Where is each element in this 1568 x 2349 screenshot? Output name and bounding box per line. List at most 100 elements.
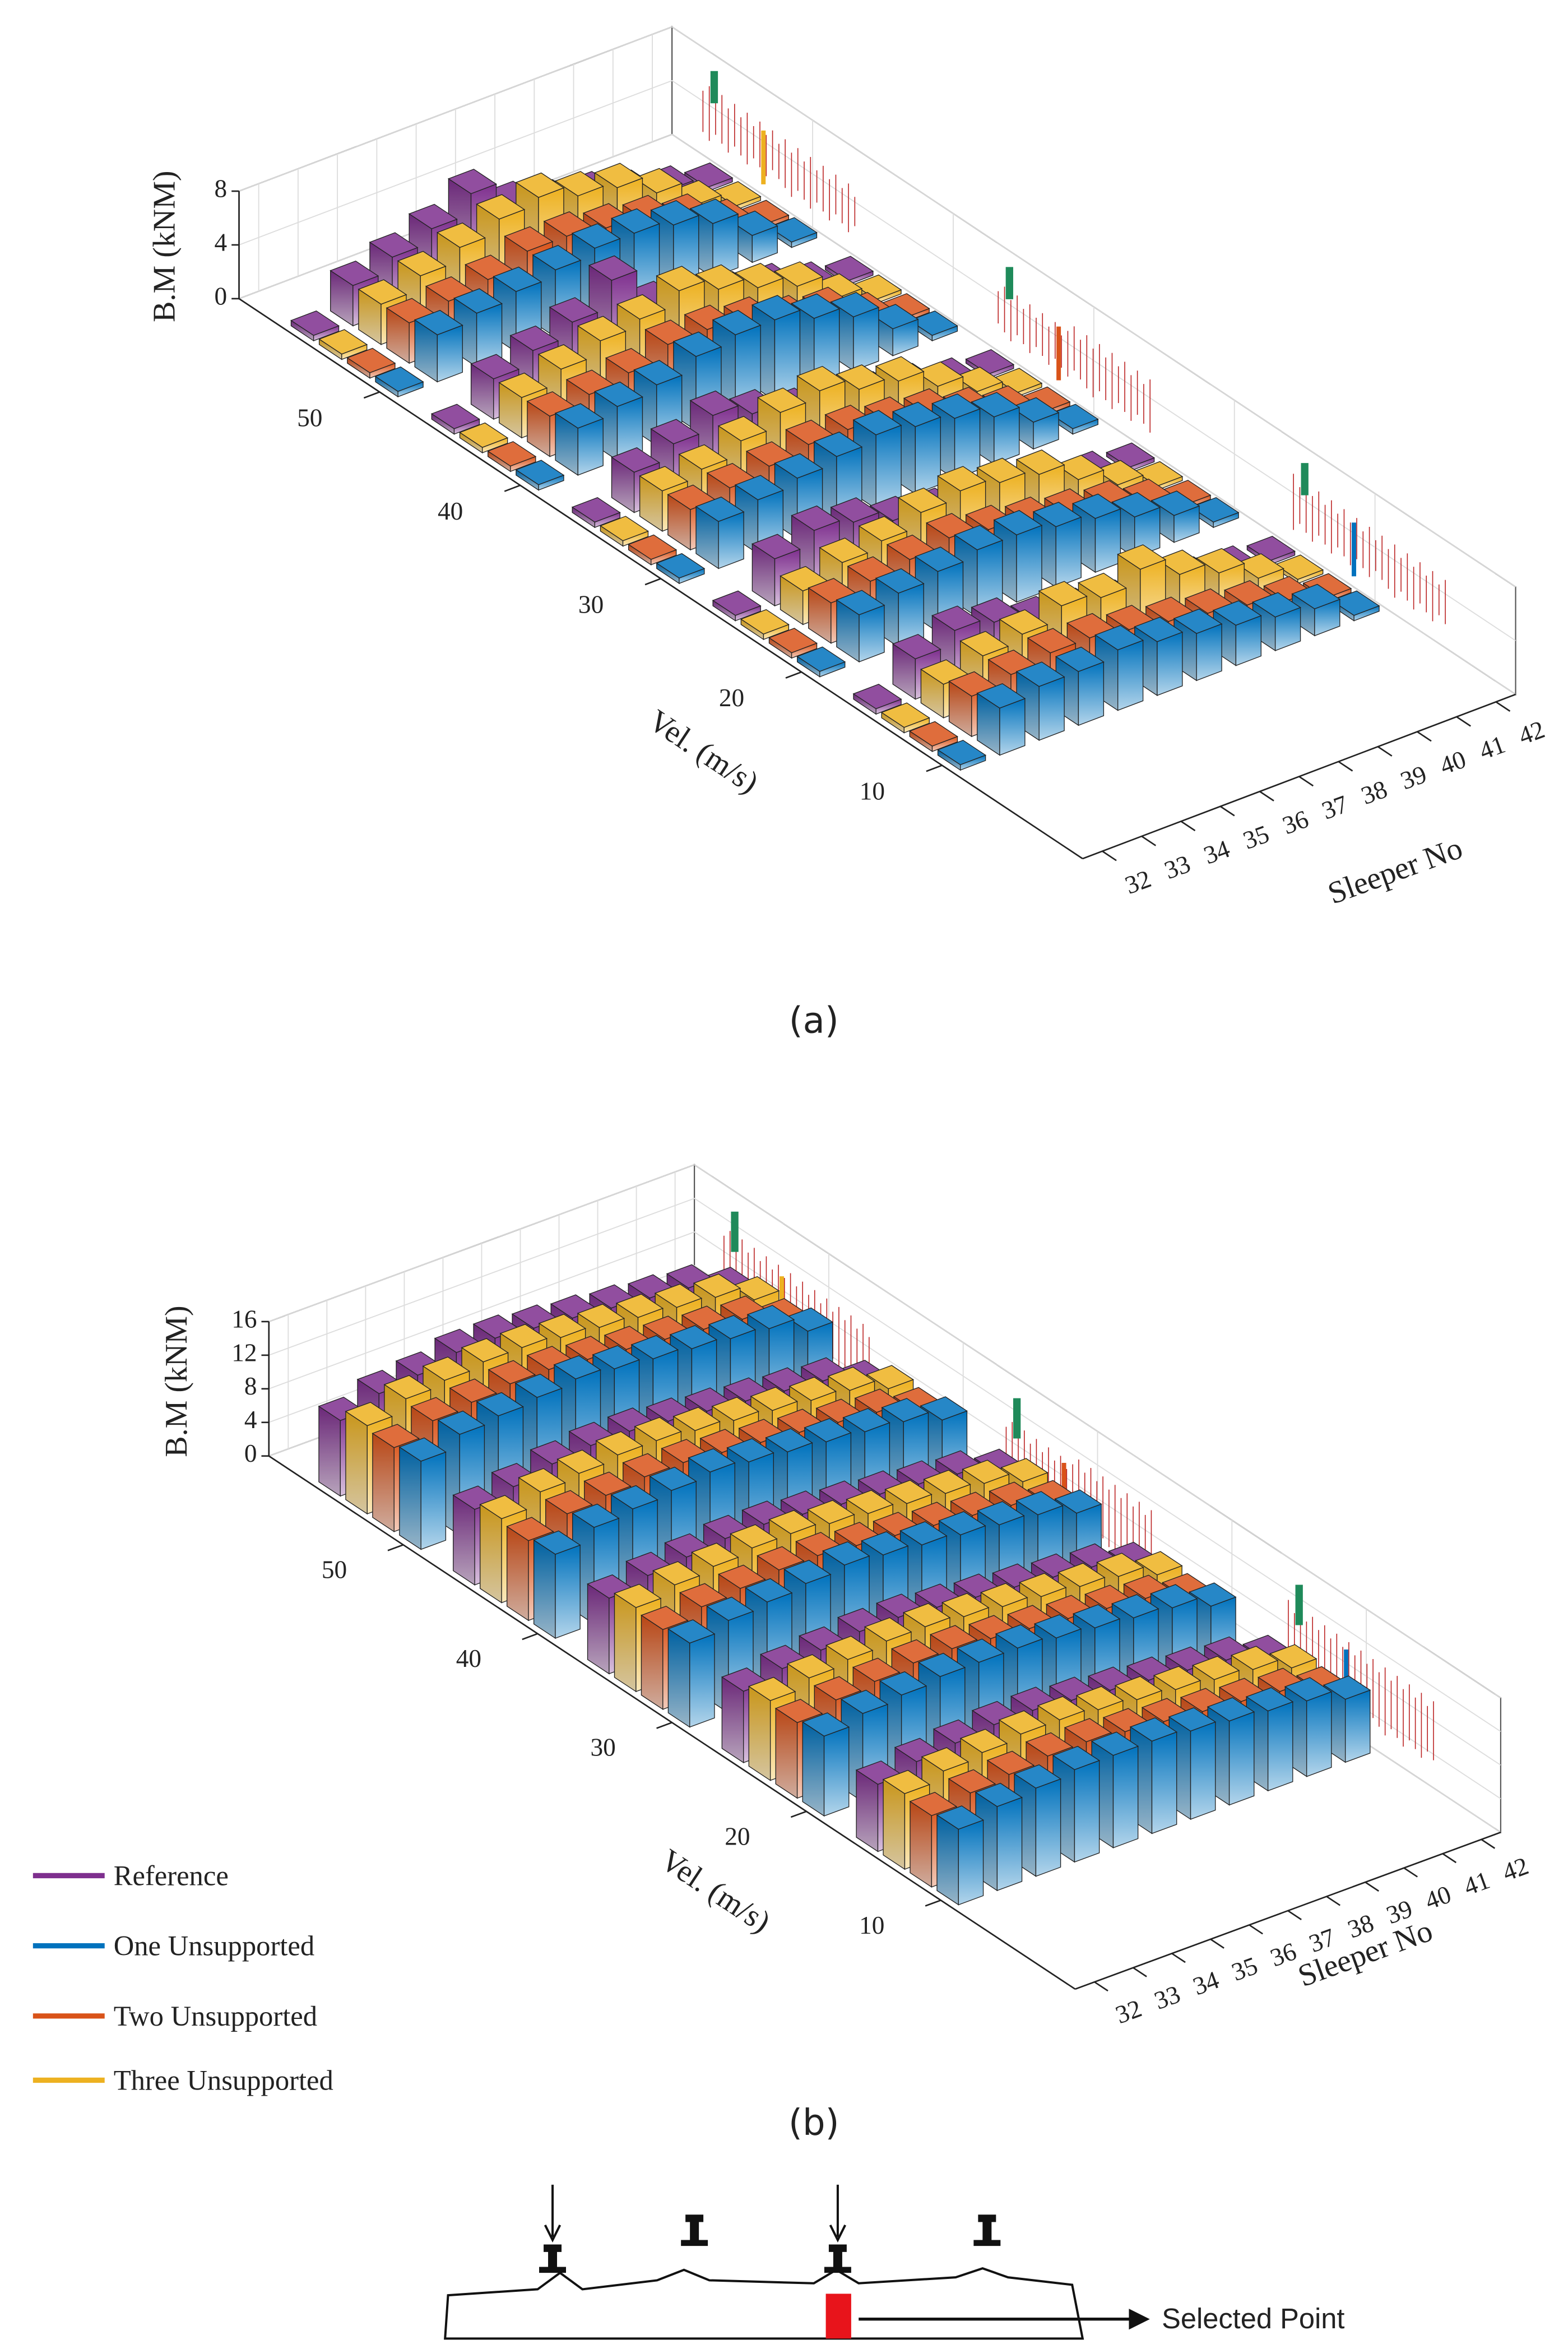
bar-top [595,1431,643,1456]
sleeper-tick-label: 38 [1357,775,1391,810]
bar-top [487,441,537,467]
y-tick-label: 8 [244,1372,257,1400]
legend-label: Three Unsupported [114,2064,333,2096]
y-tick-label: 0 [215,282,228,310]
bar-shade [387,308,410,363]
bar-top [318,329,368,355]
bar-top [633,360,683,386]
bar-top [866,1365,915,1389]
bar-front [1016,525,1042,603]
bar-top [774,453,824,479]
bar [554,403,604,476]
bar-top [824,256,874,281]
bar-shade [776,1708,797,1799]
bar-top [976,457,1026,483]
bar-top [669,1325,718,1350]
bar-top [515,172,565,198]
velocity-axis-label: Vel. (m/s) [655,1842,777,1939]
bar [908,721,958,752]
bar-top [861,1531,909,1556]
bar-top [599,516,649,541]
sleeper-tick [1210,1938,1224,1949]
bar-shade [802,1722,824,1816]
bar-top [614,1583,662,1608]
sleeper-axis-label: Sleeper No [1324,831,1467,911]
bar-top [553,1355,601,1380]
bar-shade [460,432,483,453]
bar-top [358,279,407,305]
bar-shade [480,1504,502,1603]
bar [768,628,818,659]
bar-shade [318,1406,341,1496]
bar-top [652,1561,701,1586]
bar-shade [749,1686,771,1781]
bar-top [1057,1563,1106,1587]
bar-top [518,1468,566,1493]
bar [487,441,537,472]
bar-top [807,1500,855,1525]
bar-top [672,1407,721,1431]
bar-top [1114,1676,1163,1701]
sleeper-tick [1219,805,1235,817]
bar-top [554,171,604,197]
sleeper-tick-label: 34 [1189,1966,1223,2000]
bar-top [408,203,458,229]
sleeper-tick-label: 39 [1397,760,1431,795]
bar-top [954,525,1004,550]
bar-shade [769,637,792,659]
bar-top [830,291,880,318]
bar-top [929,1625,978,1650]
bar-top [813,1676,862,1701]
bar [599,516,649,547]
bar-shade [600,526,623,546]
bar-top [892,634,941,660]
y-tick-label: 4 [215,228,228,256]
bar-shade [453,1495,475,1585]
sleeper-tick-label: 32 [1121,864,1155,899]
bar-top [751,295,801,321]
bar [852,684,902,715]
bar-top [1077,572,1127,599]
velocity-tick [790,1810,807,1818]
bar-top [890,1639,939,1664]
sleeper-body [444,2267,1084,2340]
bar-top [1106,442,1156,468]
bar-top [383,1375,432,1400]
bar-top [571,223,621,249]
sleeper-tick [1249,1924,1263,1935]
bar-shade [921,669,944,718]
bar [628,534,678,566]
bar-top [948,1769,996,1794]
bar-top [819,538,869,563]
bar-top [509,325,559,351]
bar-top [1195,548,1245,574]
sleeper-tick [1259,790,1274,801]
bar-shade [856,1770,878,1852]
bar-top [751,534,801,559]
bar-shade [938,749,961,770]
bar-shade [639,476,662,531]
bar-top [909,1791,958,1817]
bar [667,1619,716,1728]
bar-shade [415,319,438,382]
bar-top [937,466,987,492]
diagram-label: Selected Point [1162,2302,1344,2334]
bar-front [774,309,801,401]
bar-top [549,297,599,323]
load-arrows [544,2184,847,2243]
sleeper-tick [1456,716,1471,727]
bar-top [453,288,503,314]
sleeper-tick [1481,1838,1496,1849]
bar-top [634,1417,682,1442]
bar-top [556,1449,605,1474]
bar-top [822,1541,870,1566]
bar-top [921,1747,969,1772]
track-diagram: Selected Point [444,2184,1344,2340]
bar-top [470,354,520,379]
bar-top [611,447,661,473]
bar-top [1064,1718,1112,1743]
bar [740,609,790,641]
bar-top [846,1490,894,1514]
